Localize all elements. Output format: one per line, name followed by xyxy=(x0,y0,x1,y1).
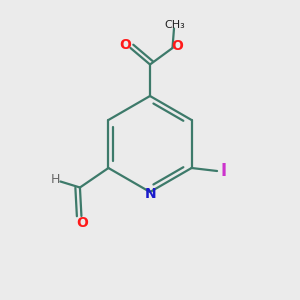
Text: I: I xyxy=(220,162,227,180)
Text: H: H xyxy=(50,173,60,187)
Text: O: O xyxy=(171,39,183,52)
Text: N: N xyxy=(145,187,157,200)
Text: O: O xyxy=(119,38,131,52)
Text: CH₃: CH₃ xyxy=(164,20,185,30)
Text: O: O xyxy=(76,216,88,230)
